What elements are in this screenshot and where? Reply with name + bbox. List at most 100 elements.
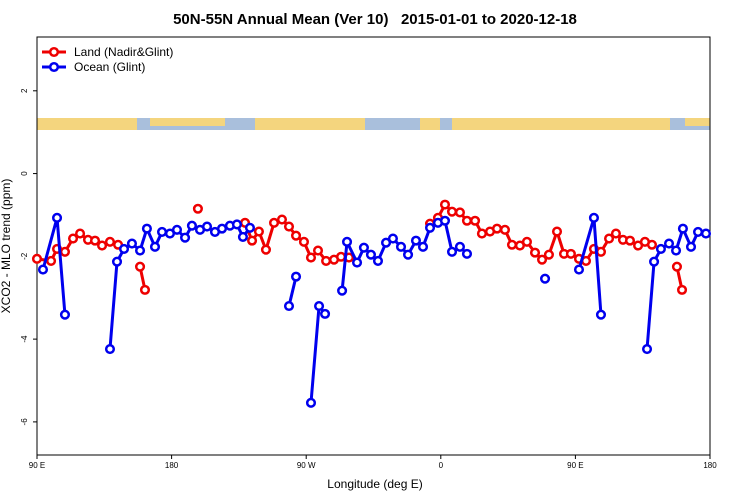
y-tick-label: 0 [20, 171, 29, 176]
point [536, 254, 548, 265]
point [104, 344, 116, 355]
map-strip [37, 118, 710, 130]
point [469, 215, 481, 226]
point [283, 300, 295, 312]
point [290, 271, 302, 282]
point [149, 241, 161, 252]
point [104, 236, 116, 247]
x-tick-label: 90 E [29, 461, 45, 470]
point [395, 241, 407, 252]
point [305, 252, 317, 263]
point [439, 215, 451, 226]
point [521, 236, 532, 247]
point [75, 228, 86, 239]
point [59, 246, 71, 257]
point [685, 241, 697, 252]
x-tick-label: 180 [165, 461, 179, 470]
point [253, 226, 264, 237]
point [314, 300, 325, 312]
point [216, 223, 228, 234]
point [298, 236, 310, 247]
point [180, 232, 191, 243]
point [381, 237, 392, 248]
point [604, 233, 615, 244]
x-tick-label: 0 [439, 461, 444, 470]
land-strip [452, 118, 670, 130]
point [573, 264, 585, 275]
point [676, 284, 688, 295]
point [506, 239, 518, 250]
legend-label: Ocean (Glint) [74, 60, 145, 74]
point [595, 246, 607, 257]
point [276, 214, 288, 225]
point [201, 221, 213, 232]
y-tick-label: 2 [20, 88, 29, 93]
point [700, 228, 712, 239]
point [186, 220, 197, 231]
y-tick-label: -6 [20, 418, 29, 426]
point [335, 251, 347, 262]
y-tick-label: -4 [20, 335, 29, 343]
point [351, 257, 363, 268]
point [641, 344, 653, 355]
point [89, 235, 101, 246]
point [321, 255, 332, 266]
point [134, 245, 146, 256]
point [118, 243, 130, 254]
point [171, 224, 183, 235]
point [51, 212, 63, 223]
x-tick-label: 90 E [567, 461, 583, 470]
x-axis-label: Longitude (deg E) [327, 477, 422, 491]
land-strip [685, 118, 710, 126]
legend-label: Land (Nadir&Glint) [74, 45, 173, 59]
point [337, 285, 348, 296]
point [46, 255, 57, 266]
point [491, 223, 503, 234]
point [260, 244, 272, 255]
point [341, 236, 353, 247]
point [692, 226, 704, 237]
point [417, 241, 429, 252]
point [237, 231, 248, 242]
point [67, 233, 79, 244]
point [539, 273, 551, 284]
plot-frame [36, 36, 711, 456]
land-strip [255, 118, 365, 130]
point [565, 248, 576, 259]
point [192, 203, 203, 214]
point [677, 223, 688, 234]
point [624, 235, 636, 246]
point [671, 261, 682, 272]
point [595, 309, 607, 320]
point [454, 207, 465, 218]
x-tick-label: 180 [703, 461, 717, 470]
point [126, 238, 138, 249]
land-strip [150, 118, 225, 126]
point [358, 242, 369, 253]
chart-title: 50N-55N Annual Mean (Ver 10) 2015-01-01 … [173, 11, 577, 28]
point [461, 215, 473, 226]
point [268, 217, 280, 228]
point [290, 230, 302, 241]
point [319, 308, 331, 319]
legend-marker [48, 61, 60, 73]
point [247, 235, 258, 246]
x-tick-label: 90 W [297, 461, 316, 470]
point [231, 219, 243, 230]
point [646, 239, 658, 250]
point [610, 228, 621, 239]
point [312, 245, 324, 256]
point [156, 226, 168, 237]
point [387, 233, 398, 244]
point [111, 256, 123, 267]
point [446, 206, 458, 217]
legend-marker [48, 46, 60, 58]
point [97, 240, 108, 251]
point [305, 397, 317, 408]
point [461, 248, 473, 259]
point [454, 241, 465, 252]
point [551, 226, 563, 237]
point [543, 249, 554, 260]
point [410, 235, 422, 246]
